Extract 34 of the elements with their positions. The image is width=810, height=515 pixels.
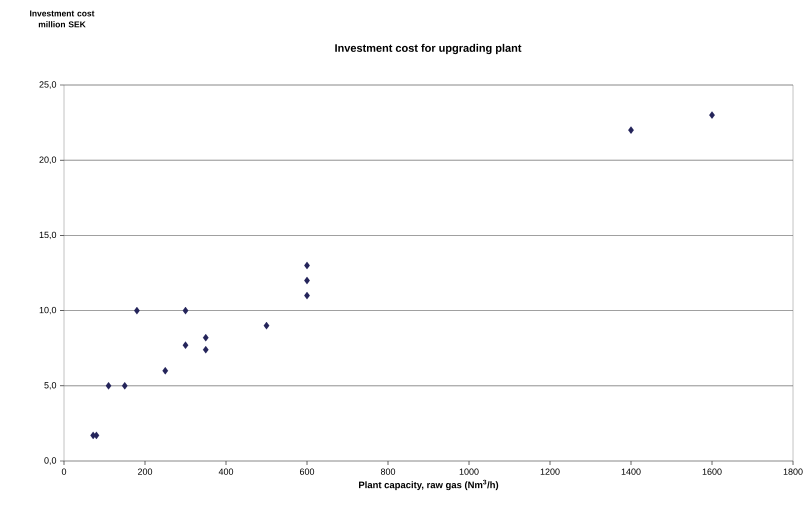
x-tick-label: 600 [300, 468, 314, 475]
point [94, 432, 100, 440]
point [264, 322, 270, 330]
point [122, 382, 128, 390]
point [182, 341, 188, 349]
chart-title: Investment cost for upgrading plant [335, 44, 522, 54]
x-tick-label: 800 [380, 468, 396, 475]
y-tick-label: 25,0 [39, 81, 56, 89]
x-tick-label: 1400 [622, 468, 641, 475]
point [134, 306, 140, 314]
point [628, 126, 634, 134]
x-tick-label: 200 [138, 468, 152, 475]
x-axis-title: Plant capacity, raw gas (Nm$^{3}$/h) [359, 480, 498, 490]
point [182, 306, 188, 314]
y-tick-label: 5,0 [44, 382, 56, 390]
x-tick-label: 1600 [702, 468, 722, 475]
x-tick-label: 400 [218, 468, 234, 475]
point [304, 276, 310, 284]
point [202, 334, 209, 342]
point [709, 111, 715, 119]
x-tick-label: 1200 [540, 468, 560, 475]
text: Investment cost million SEK [30, 10, 94, 28]
point [304, 292, 310, 300]
y-tick-label: 20,0 [39, 156, 56, 164]
y-tick-label: 10,0 [40, 306, 56, 314]
x-tick-label: 0 [62, 468, 66, 475]
x-tick-label: 1000 [460, 468, 479, 475]
point [202, 346, 209, 354]
y-tick-label: 15,0 [40, 232, 56, 240]
x-tick-label: 1800 [784, 468, 803, 475]
point [162, 366, 168, 375]
y-tick-label: 0,0 [44, 457, 56, 465]
point [106, 382, 112, 390]
point [304, 262, 310, 270]
